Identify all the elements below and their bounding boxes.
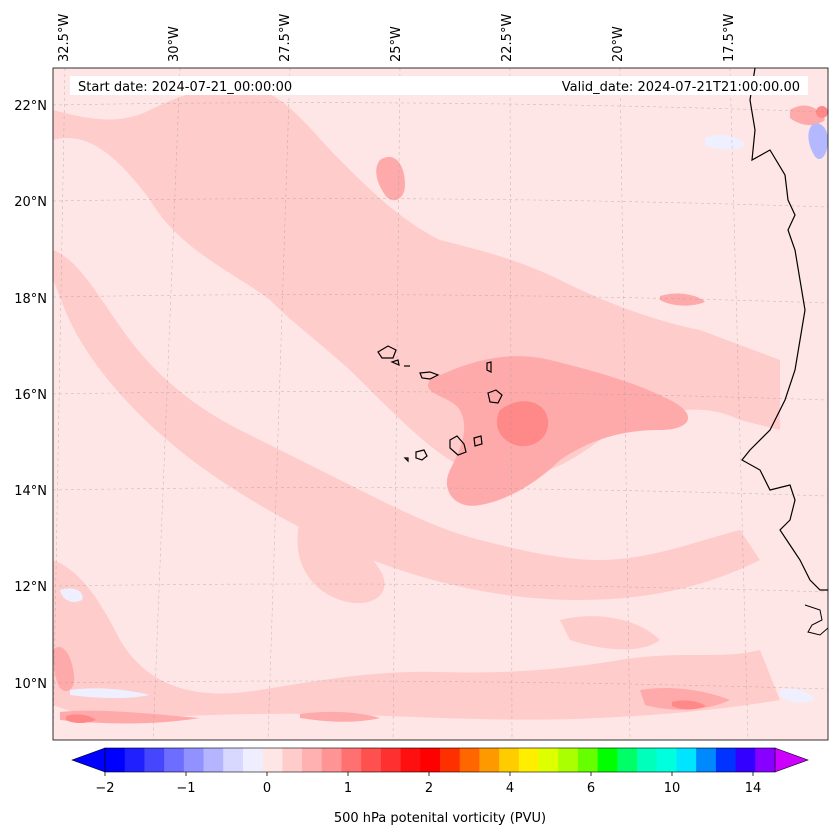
colorbar-tick-labels: −2 −1 0 1 2 4 6 10 14 [95, 781, 761, 796]
graticule [53, 68, 828, 740]
lat-label: 20°N [14, 195, 47, 210]
colorbar-swatch [558, 748, 579, 772]
colorbar-tick-label: 1 [344, 781, 352, 796]
latitude-labels: 22°N 20°N 18°N 16°N 14°N 12°N 10°N [14, 99, 47, 692]
pv-field-negative-core [808, 123, 828, 160]
lon-label: 25°W [389, 26, 404, 62]
lon-label: 27.5°W [278, 14, 293, 62]
africa-coastline [741, 68, 828, 591]
lon-label: 22.5°W [500, 14, 515, 62]
colorbar-swatch [164, 748, 185, 772]
lat-label: 14°N [14, 484, 47, 499]
colorbar-swatch [183, 748, 204, 772]
colorbar-swatch [637, 748, 658, 772]
colorbar-tick-label: 6 [587, 781, 595, 796]
colorbar-swatch [262, 748, 283, 772]
colorbar: −2 −1 0 1 2 4 6 10 14 500 hPa potenital … [71, 747, 809, 826]
colorbar-swatch [400, 748, 421, 772]
colorbar-swatch [479, 748, 500, 772]
start-date-label: Start date: 2024-07-21_00:00:00 [78, 80, 292, 95]
lon-label: 30°W [167, 26, 182, 62]
colorbar-swatch [361, 748, 382, 772]
colorbar-label: 500 hPa potenital vorticity (PVU) [334, 811, 546, 826]
colorbar-tick-label: 0 [263, 781, 271, 796]
map-panel [53, 68, 828, 740]
lat-label: 16°N [14, 388, 47, 403]
header-banner [70, 76, 808, 95]
colorbar-swatch [538, 748, 559, 772]
lat-label: 10°N [14, 677, 47, 692]
colorbar-swatch [735, 748, 756, 772]
lon-label: 17.5°W [722, 14, 737, 62]
colorbar-ticks [104, 772, 754, 776]
colorbar-swatches [105, 748, 776, 772]
colorbar-swatch [676, 748, 697, 772]
colorbar-extend-low [71, 747, 106, 773]
colorbar-swatch [440, 748, 461, 772]
colorbar-swatch [577, 748, 599, 772]
colorbar-swatch [124, 748, 145, 772]
colorbar-tick-label: −2 [95, 781, 114, 796]
colorbar-swatch [597, 748, 618, 772]
colorbar-swatch [459, 748, 480, 772]
colorbar-swatch [144, 748, 165, 772]
colorbar-tick-label: 10 [664, 781, 681, 796]
colorbar-swatch [203, 748, 224, 772]
lat-label: 22°N [14, 99, 47, 114]
colorbar-extend-high [774, 747, 809, 773]
colorbar-swatch [420, 748, 441, 772]
colorbar-swatch [223, 748, 244, 772]
cape-verde-islands [377, 345, 503, 463]
colorbar-swatch [715, 748, 736, 772]
colorbar-swatch [696, 748, 717, 772]
lat-label: 18°N [14, 292, 47, 307]
colorbar-swatch [341, 748, 362, 772]
africa-coastline-south [804, 604, 828, 636]
colorbar-swatch [282, 748, 303, 772]
longitude-labels: 32.5°W 30°W 27.5°W 25°W 22.5°W 20°W 17.5… [57, 14, 737, 62]
colorbar-swatch [656, 748, 677, 772]
lon-label: 20°W [611, 26, 626, 62]
colorbar-swatch [302, 748, 323, 772]
colorbar-swatch [242, 748, 264, 772]
colorbar-swatch [105, 748, 126, 772]
pv-field-negative [60, 135, 815, 703]
colorbar-swatch [321, 748, 342, 772]
lat-label: 12°N [14, 580, 47, 595]
valid-date-label: Valid_date: 2024-07-21T21:00:00.00 [562, 80, 800, 95]
colorbar-frame [104, 747, 776, 773]
colorbar-swatch [499, 748, 520, 772]
colorbar-swatch [380, 748, 401, 772]
lon-label: 32.5°W [57, 14, 72, 62]
pv-field-strong [66, 106, 828, 723]
colorbar-tick-label: 2 [425, 781, 433, 796]
colorbar-swatch [617, 748, 638, 772]
colorbar-swatch [755, 748, 776, 772]
colorbar-swatch [518, 748, 539, 772]
colorbar-tick-label: 14 [745, 781, 762, 796]
map-frame [52, 67, 829, 741]
colorbar-tick-label: −1 [176, 781, 195, 796]
colorbar-tick-label: 4 [506, 781, 514, 796]
pv-field-mid [53, 105, 825, 724]
